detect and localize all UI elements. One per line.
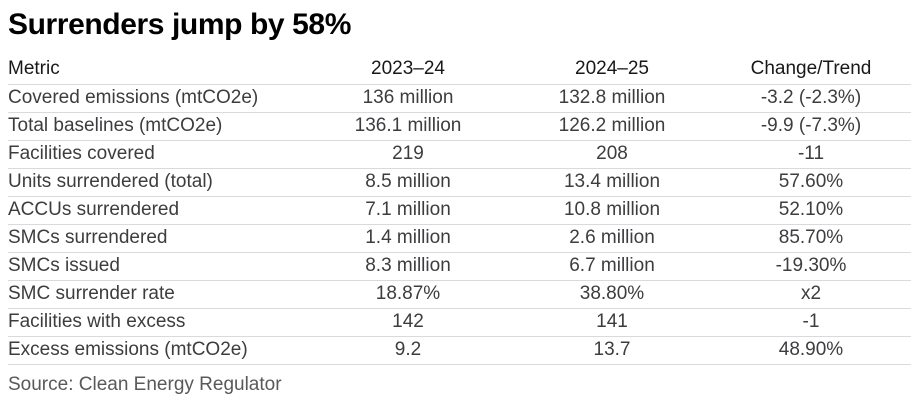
- value-cell: x2: [711, 280, 911, 309]
- metric-label-cell: Units surrendered (total): [8, 168, 303, 197]
- value-cell: 8.3 million: [303, 252, 513, 281]
- value-cell: 126.2 million: [513, 112, 711, 141]
- metric-label-cell: SMCs surrendered: [8, 224, 303, 253]
- value-cell: 219: [303, 140, 513, 169]
- value-cell: 38.80%: [513, 280, 711, 309]
- column-header: Change/Trend: [711, 55, 911, 85]
- metric-label-cell: Total baselines (mtCO2e): [8, 112, 303, 141]
- table-header-row: Metric 2023–24 2024–25 Change/Trend: [8, 55, 911, 85]
- value-cell: 85.70%: [711, 224, 911, 253]
- column-header: Metric: [8, 55, 303, 85]
- table-row: Facilities with excess 142 141 -1: [8, 308, 911, 337]
- table-body: Covered emissions (mtCO2e) 136 million 132…: [8, 84, 911, 365]
- value-cell: 208: [513, 140, 711, 169]
- table-row: ACCUs surrendered 7.1 million 10.8 million…: [8, 196, 911, 225]
- value-cell: 10.8 million: [513, 196, 711, 225]
- table-row: SMCs issued 8.3 million 6.7 million -19.30%: [8, 252, 911, 281]
- metric-label-cell: Facilities with excess: [8, 308, 303, 337]
- metrics-table: Metric 2023–24 2024–25 Change/Trend Covered…: [8, 55, 911, 365]
- value-cell: 57.60%: [711, 168, 911, 197]
- table-row: SMC surrender rate 18.87% 38.80% x2: [8, 280, 911, 309]
- value-cell: 13.7: [513, 336, 711, 365]
- value-cell: 6.7 million: [513, 252, 711, 281]
- value-cell: 8.5 million: [303, 168, 513, 197]
- metric-label-cell: Excess emissions (mtCO2e): [8, 336, 303, 365]
- table-row: Facilities covered 219 208 -11: [8, 140, 911, 169]
- metric-label-cell: ACCUs surrendered: [8, 196, 303, 225]
- value-cell: -3.2 (-2.3%): [711, 84, 911, 113]
- column-header: 2024–25: [513, 55, 711, 85]
- value-cell: 52.10%: [711, 196, 911, 225]
- table-row: Total baselines (mtCO2e) 136.1 million 126…: [8, 112, 911, 141]
- metric-label-cell: Facilities covered: [8, 140, 303, 169]
- value-cell: -19.30%: [711, 252, 911, 281]
- value-cell: 2.6 million: [513, 224, 711, 253]
- metric-label-cell: SMCs issued: [8, 252, 303, 281]
- table-row: Covered emissions (mtCO2e) 136 million 132…: [8, 84, 911, 113]
- value-cell: 48.90%: [711, 336, 911, 365]
- value-cell: 141: [513, 308, 711, 337]
- metric-label-cell: SMC surrender rate: [8, 280, 303, 309]
- value-cell: 18.87%: [303, 280, 513, 309]
- value-cell: 142: [303, 308, 513, 337]
- column-header: 2023–24: [303, 55, 513, 85]
- metric-label-cell: Covered emissions (mtCO2e): [8, 84, 303, 113]
- source-note: Source: Clean Energy Regulator: [8, 373, 282, 395]
- value-cell: -9.9 (-7.3%): [711, 112, 911, 141]
- page-title: Surrenders jump by 58%: [8, 8, 351, 41]
- value-cell: 136 million: [303, 84, 513, 113]
- value-cell: -1: [711, 308, 911, 337]
- value-cell: 13.4 million: [513, 168, 711, 197]
- value-cell: 7.1 million: [303, 196, 513, 225]
- table-row: Units surrendered (total) 8.5 million 13.4…: [8, 168, 911, 197]
- table-row: SMCs surrendered 1.4 million 2.6 million 85…: [8, 224, 911, 253]
- value-cell: 9.2: [303, 336, 513, 365]
- value-cell: 136.1 million: [303, 112, 513, 141]
- value-cell: -11: [711, 140, 911, 169]
- table-row: Excess emissions (mtCO2e) 9.2 13.7 48.90%: [8, 336, 911, 365]
- value-cell: 1.4 million: [303, 224, 513, 253]
- value-cell: 132.8 million: [513, 84, 711, 113]
- table-header: Metric 2023–24 2024–25 Change/Trend: [8, 55, 911, 85]
